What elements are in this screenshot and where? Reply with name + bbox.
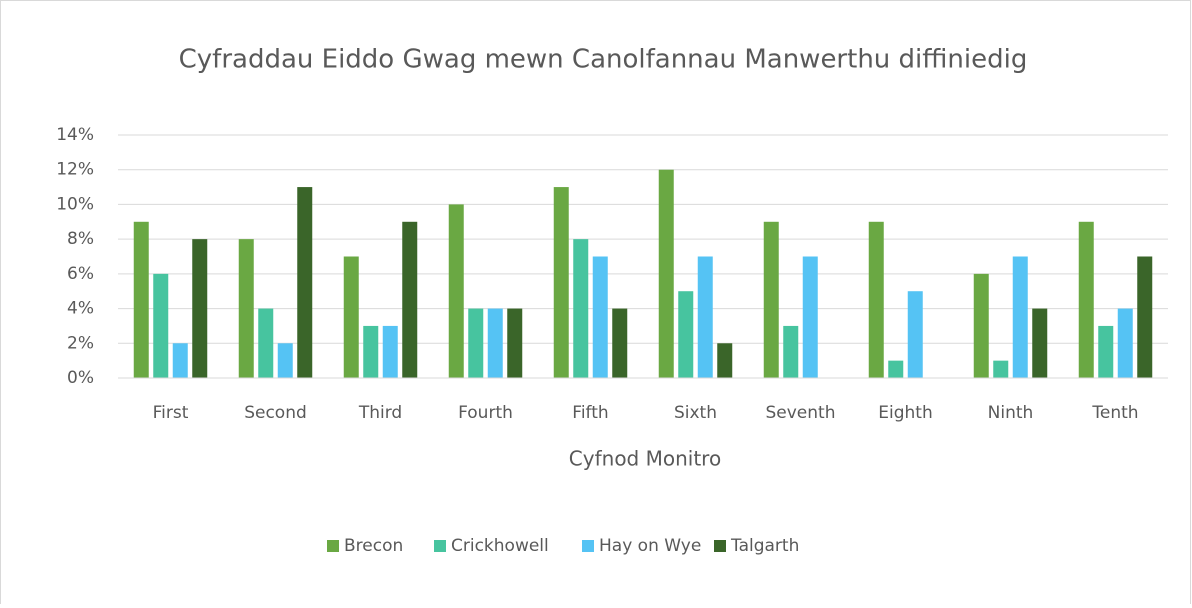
legend-swatch	[714, 540, 726, 552]
bar	[402, 221, 418, 378]
x-tick-label: Ninth	[988, 403, 1034, 423]
bar	[1117, 308, 1133, 378]
bar	[993, 360, 1009, 378]
x-tick-label: Sixth	[674, 403, 717, 423]
bar	[553, 187, 569, 378]
y-tick-label: 10%	[56, 194, 94, 214]
x-tick-label: Third	[358, 403, 402, 423]
bar	[343, 256, 359, 378]
bar	[1137, 256, 1153, 378]
bar	[258, 308, 274, 378]
x-tick-label: Fourth	[458, 403, 513, 423]
bar	[297, 187, 313, 378]
bar	[783, 325, 799, 378]
bar	[907, 291, 923, 378]
bar	[1032, 308, 1048, 378]
bar	[487, 308, 503, 378]
legend-label: Hay on Wye	[599, 536, 701, 556]
bar	[172, 343, 188, 378]
x-tick-label: Fifth	[572, 403, 608, 423]
x-tick-label: Tenth	[1091, 403, 1138, 423]
bar	[507, 308, 523, 378]
bar	[658, 169, 674, 378]
bar	[363, 325, 379, 378]
bar	[448, 204, 464, 378]
x-axis-title: Cyfnod Monitro	[569, 447, 721, 471]
legend-swatch	[327, 540, 339, 552]
bar	[382, 325, 398, 378]
legend-swatch	[582, 540, 594, 552]
legend-label: Talgarth	[730, 536, 799, 556]
bar	[763, 221, 779, 378]
bar	[468, 308, 484, 378]
bar	[133, 221, 149, 378]
bar	[153, 273, 169, 378]
y-tick-label: 6%	[67, 264, 94, 284]
legend-swatch	[434, 540, 446, 552]
legend-label: Crickhowell	[451, 536, 549, 556]
bar	[1078, 221, 1094, 378]
legend-label: Brecon	[344, 536, 403, 556]
bar	[592, 256, 608, 378]
bar	[1012, 256, 1028, 378]
y-tick-label: 14%	[56, 125, 94, 145]
x-tick-label: Seventh	[766, 403, 836, 423]
bar	[717, 343, 733, 378]
y-tick-label: 8%	[67, 229, 94, 249]
x-tick-label: Eighth	[878, 403, 932, 423]
y-tick-label: 2%	[67, 333, 94, 353]
chart-title: Cyfraddau Eiddo Gwag mewn Canolfannau Ma…	[179, 45, 1028, 75]
bar	[277, 343, 293, 378]
bar	[678, 291, 694, 378]
bar	[238, 239, 254, 378]
y-tick-label: 4%	[67, 299, 94, 319]
y-tick-label: 0%	[67, 368, 94, 388]
bar	[697, 256, 713, 378]
bar	[192, 239, 208, 378]
bar	[612, 308, 628, 378]
bar	[973, 273, 989, 378]
bar	[888, 360, 904, 378]
y-tick-label: 12%	[56, 160, 94, 180]
x-tick-label: Second	[244, 403, 307, 423]
bar	[868, 221, 884, 378]
bar	[573, 239, 589, 378]
x-tick-label: First	[153, 403, 189, 423]
bar	[1098, 325, 1114, 378]
bar	[802, 256, 818, 378]
